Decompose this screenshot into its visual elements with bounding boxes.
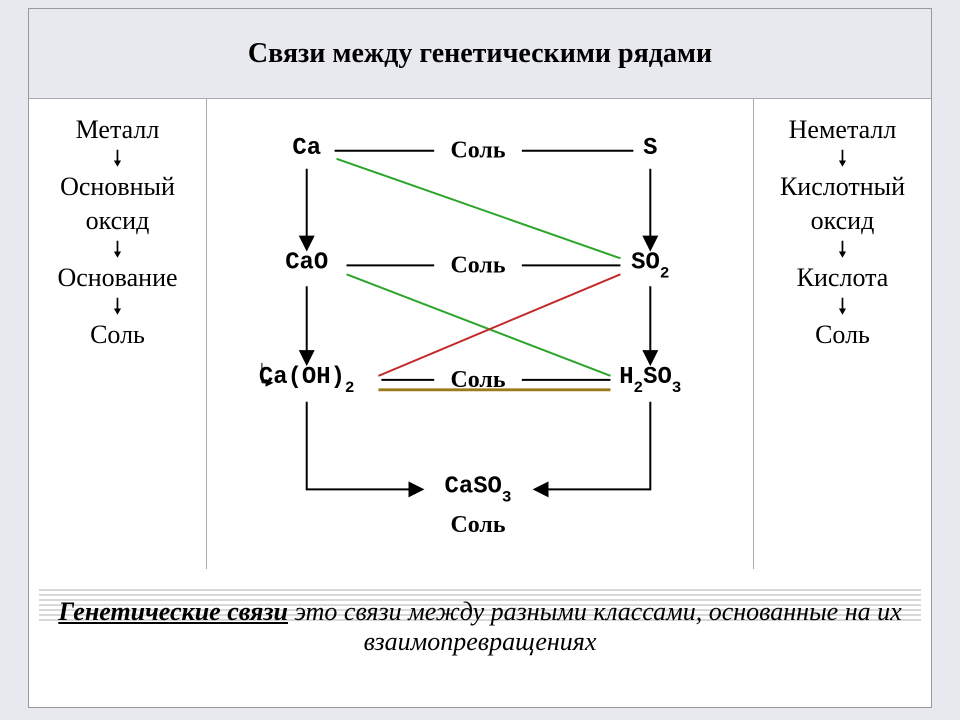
right-series-column: Неметалл 🠗 Кислотный оксид 🠗 Кислота 🠗 С… [753, 99, 931, 569]
svg-text:Соль: Соль [451, 252, 506, 278]
down-arrow-icon: 🠗 [760, 239, 925, 261]
definition-bar: Генетические связи это связи между разны… [29, 587, 931, 707]
svg-text:Ca: Ca [292, 135, 321, 162]
left-heading: Металл [35, 113, 200, 146]
svg-text:H2SO3: H2SO3 [619, 364, 681, 397]
title-bar: Связи между генетическими рядами [29, 9, 931, 99]
svg-text:Соль: Соль [451, 138, 506, 164]
definition-lead: Генетические связи [58, 597, 288, 626]
down-arrow-icon: 🠗 [760, 296, 925, 318]
left-step-3: Соль [35, 318, 200, 351]
right-step-3: Соль [760, 318, 925, 351]
left-series-column: Металл 🠗 Основный оксид 🠗 Основание 🠗 Со… [29, 99, 207, 569]
left-step-1: Основный оксид [35, 170, 200, 237]
reaction-diagram: Ca CaO Ca(OH)2 S SO2 H2SO3 CaSO3 Соль Соль Соль С… [207, 99, 753, 587]
svg-text:S: S [643, 135, 657, 162]
svg-text:Ca(OH)2: Ca(OH)2 [259, 364, 355, 397]
down-arrow-icon: 🠗 [35, 148, 200, 170]
definition-rest: это связи между разными классами, основа… [288, 597, 902, 656]
svg-text:CaSO3: CaSO3 [445, 473, 512, 506]
diagram-svg: Ca CaO Ca(OH)2 S SO2 H2SO3 CaSO3 Соль Соль Соль С… [207, 99, 753, 587]
down-arrow-icon: 🠗 [35, 296, 200, 318]
svg-text:SO2: SO2 [631, 249, 669, 282]
right-step-2: Кислота [760, 261, 925, 294]
svg-text:CaO: CaO [285, 249, 328, 276]
slide-frame: Связи между генетическими рядами Металл … [28, 8, 932, 708]
down-arrow-icon: 🠗 [760, 148, 925, 170]
right-step-1: Кислотный оксид [760, 170, 925, 237]
left-step-2: Основание [35, 261, 200, 294]
slide-title: Связи между генетическими рядами [248, 38, 712, 70]
svg-text:Соль: Соль [451, 367, 506, 393]
svg-text:Соль: Соль [451, 512, 506, 538]
right-heading: Неметалл [760, 113, 925, 146]
down-arrow-icon: 🠗 [35, 239, 200, 261]
